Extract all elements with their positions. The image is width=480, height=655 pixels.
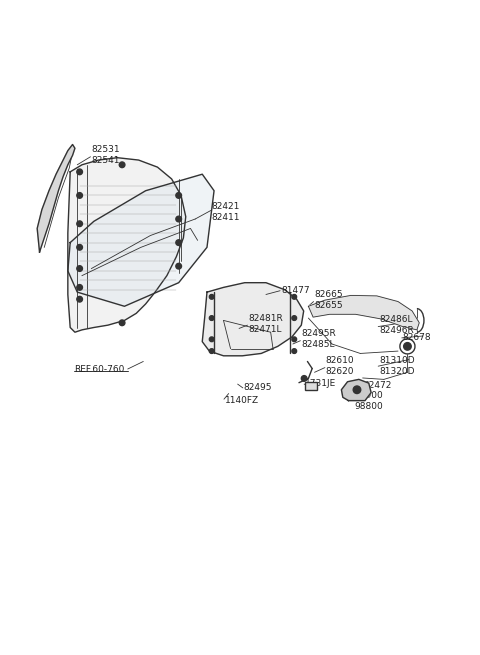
- Circle shape: [77, 169, 83, 175]
- FancyBboxPatch shape: [305, 383, 317, 390]
- Polygon shape: [341, 379, 371, 401]
- Circle shape: [119, 320, 125, 326]
- Circle shape: [404, 343, 411, 350]
- Text: 1140FZ: 1140FZ: [225, 396, 259, 405]
- Polygon shape: [68, 158, 186, 332]
- Polygon shape: [202, 283, 304, 356]
- Circle shape: [77, 284, 83, 290]
- Circle shape: [292, 337, 297, 342]
- Polygon shape: [308, 295, 419, 330]
- Circle shape: [176, 193, 181, 198]
- Text: 81477: 81477: [281, 286, 310, 295]
- Circle shape: [77, 244, 83, 250]
- Circle shape: [209, 316, 214, 320]
- Text: 82610
82620: 82610 82620: [326, 356, 354, 376]
- Text: 82421
82411: 82421 82411: [212, 202, 240, 222]
- Circle shape: [353, 386, 361, 394]
- Circle shape: [292, 295, 297, 299]
- Text: 82486L
82496R: 82486L 82496R: [379, 315, 414, 335]
- Text: 82531
82541: 82531 82541: [91, 145, 120, 166]
- Circle shape: [176, 216, 181, 222]
- Text: 82678: 82678: [403, 333, 432, 343]
- Text: 82481R
82471L: 82481R 82471L: [249, 314, 283, 334]
- Circle shape: [176, 240, 181, 246]
- Text: 1731JE: 1731JE: [305, 379, 336, 388]
- Text: 82495R
82485L: 82495R 82485L: [301, 329, 336, 349]
- Circle shape: [77, 193, 83, 198]
- Circle shape: [301, 375, 307, 381]
- Text: 82495: 82495: [244, 383, 272, 392]
- Text: 82665
82655: 82665 82655: [314, 290, 343, 310]
- Text: 98900
98800: 98900 98800: [354, 390, 383, 411]
- Text: 81310D
81320D: 81310D 81320D: [379, 356, 415, 376]
- Circle shape: [292, 316, 297, 320]
- Circle shape: [77, 221, 83, 227]
- Circle shape: [176, 263, 181, 269]
- Polygon shape: [37, 145, 75, 252]
- Circle shape: [119, 162, 125, 168]
- Polygon shape: [68, 174, 214, 307]
- Text: 82472: 82472: [363, 381, 392, 390]
- Circle shape: [77, 266, 83, 271]
- Circle shape: [209, 295, 214, 299]
- Circle shape: [77, 296, 83, 302]
- Text: REF.60-760: REF.60-760: [74, 364, 124, 373]
- Circle shape: [209, 337, 214, 342]
- Circle shape: [292, 348, 297, 354]
- Circle shape: [209, 348, 214, 354]
